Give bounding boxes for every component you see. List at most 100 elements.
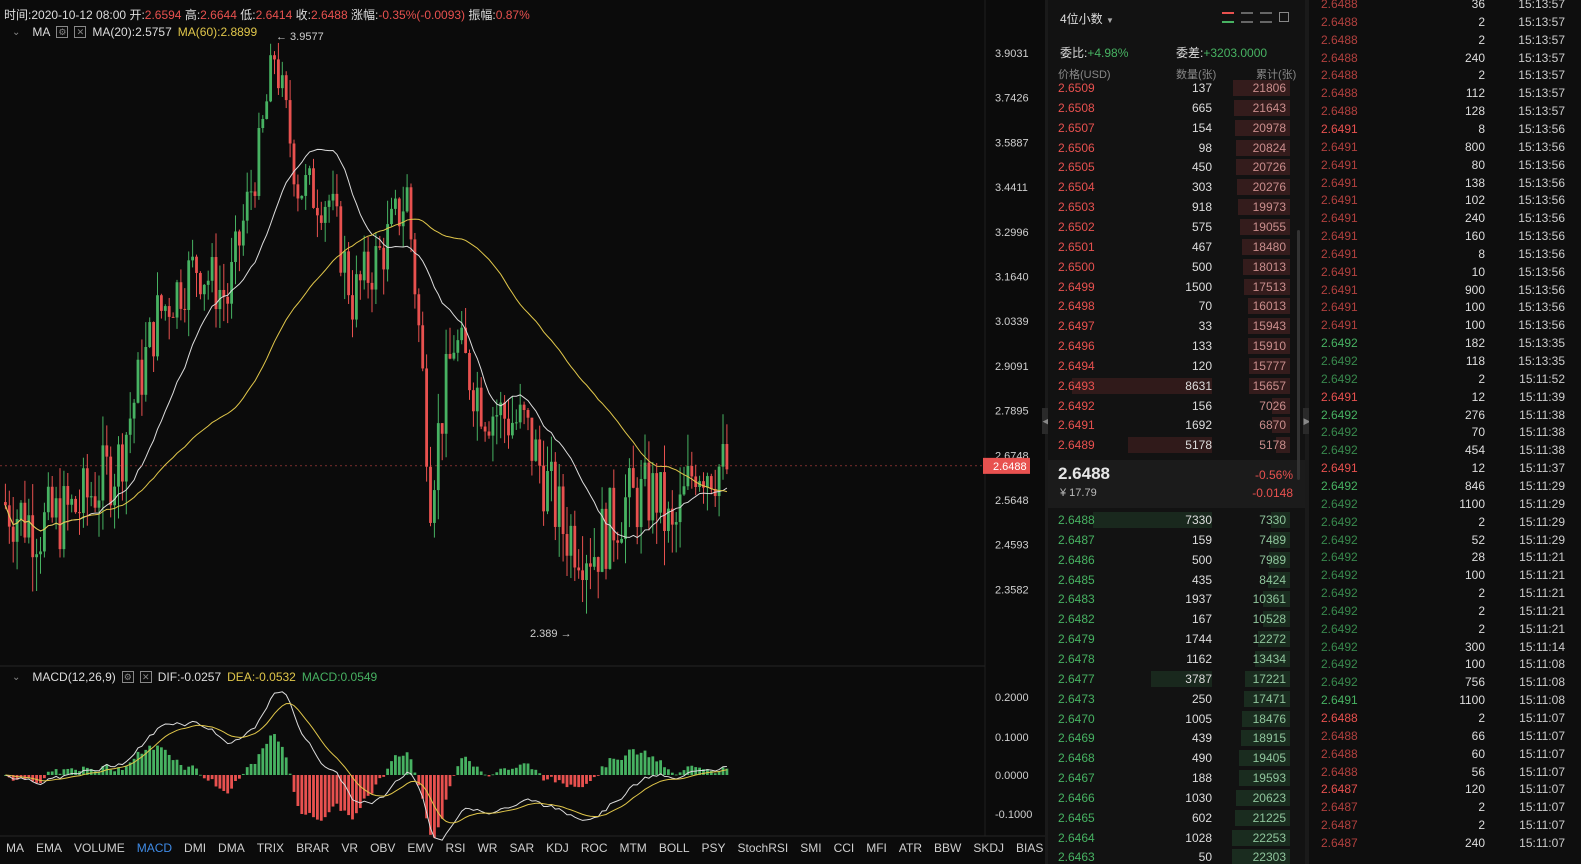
ask-row[interactable]: 2.6494 120 15777 <box>1048 356 1298 376</box>
bid-row[interactable]: 2.6477 3787 17221 <box>1048 669 1298 689</box>
ask-row[interactable]: 2.6508 665 21643 <box>1048 98 1298 118</box>
tab-smi[interactable]: SMI <box>800 841 822 855</box>
book-cumulative: 19593 <box>1252 771 1286 786</box>
ask-row[interactable]: 2.6491 1692 6870 <box>1048 415 1298 435</box>
chart-panel[interactable]: 3.9031 3.7426 3.5887 3.4411 3.2996 3.1640 3.03… <box>0 0 1045 864</box>
bid-row[interactable]: 2.6487 159 7489 <box>1048 530 1298 550</box>
tab-cci[interactable]: CCI <box>833 841 855 855</box>
tab-kdj[interactable]: KDJ <box>546 841 569 855</box>
bid-row[interactable]: 2.6483 1937 10361 <box>1048 589 1298 609</box>
tab-skdj[interactable]: SKDJ <box>973 841 1005 855</box>
decimal-select[interactable]: 4位小数 ▼ <box>1060 12 1114 26</box>
ask-row[interactable]: 2.6504 303 20276 <box>1048 177 1298 197</box>
book-price: 2.6499 <box>1058 279 1095 294</box>
tab-volume[interactable]: VOLUME <box>74 841 125 855</box>
macd-histogram-bar <box>273 734 276 775</box>
ask-row[interactable]: 2.6502 575 19055 <box>1048 217 1298 237</box>
candle-body <box>35 554 38 558</box>
bid-row[interactable]: 2.6479 1744 12272 <box>1048 629 1298 649</box>
macd-settings-icon[interactable]: ⚙ <box>121 671 134 683</box>
panel-divider[interactable]: ▶ <box>1303 0 1311 864</box>
candlestick-chart[interactable]: 3.9031 3.7426 3.5887 3.4411 3.2996 3.1640 3.03… <box>0 0 1045 864</box>
book-price: 2.6503 <box>1058 200 1095 215</box>
macd-close-icon[interactable]: ✕ <box>139 671 152 683</box>
ma-settings-icon[interactable]: ⚙ <box>56 26 69 38</box>
candle-body <box>495 415 499 417</box>
bid-row[interactable]: 2.6464 1028 22253 <box>1048 828 1298 848</box>
tab-wr[interactable]: WR <box>477 841 498 855</box>
tab-bbw[interactable]: BBW <box>934 841 962 855</box>
book-scrollbar[interactable] <box>1297 230 1300 480</box>
tab-boll[interactable]: BOLL <box>658 841 690 855</box>
macd-histogram-bar <box>27 775 31 778</box>
tab-dma[interactable]: DMA <box>218 841 245 855</box>
tab-mtm[interactable]: MTM <box>619 841 647 855</box>
trade-row: 2.6491 100 15:13:56 <box>1309 298 1581 316</box>
tab-sar[interactable]: SAR <box>509 841 535 855</box>
book-view-bids-icon[interactable] <box>1260 12 1272 23</box>
ask-row[interactable]: 2.6503 918 19973 <box>1048 197 1298 217</box>
book-qty: 602 <box>1191 810 1212 825</box>
ask-row[interactable]: 2.6505 450 20726 <box>1048 157 1298 177</box>
tab-trix[interactable]: TRIX <box>256 841 285 855</box>
bid-row[interactable]: 2.6469 439 18915 <box>1048 728 1298 748</box>
tab-emv[interactable]: EMV <box>407 841 434 855</box>
book-view-both-icon[interactable] <box>1222 12 1234 23</box>
bid-row[interactable]: 2.6470 1005 18476 <box>1048 709 1298 729</box>
book-price: 2.6500 <box>1058 259 1095 274</box>
bid-row[interactable]: 2.6466 1030 20623 <box>1048 788 1298 808</box>
candle-body <box>382 247 386 270</box>
bid-row[interactable]: 2.6465 602 21225 <box>1048 808 1298 828</box>
tab-brar[interactable]: BRAR <box>296 841 330 855</box>
ask-row[interactable]: 2.6500 500 18013 <box>1048 257 1298 277</box>
tab-ema[interactable]: EMA <box>36 841 63 855</box>
macd-histogram-bar <box>682 770 686 775</box>
tab-bias[interactable]: BIAS <box>1016 841 1044 855</box>
candle-body <box>355 274 358 320</box>
trade-row: 2.6492 2 15:11:21 <box>1309 584 1581 602</box>
ask-row[interactable]: 2.6509 137 21806 <box>1048 78 1298 98</box>
collapse-chevron-icon[interactable]: ⌄ <box>12 671 21 683</box>
ask-row[interactable]: 2.6497 33 15943 <box>1048 316 1298 336</box>
ask-row[interactable]: 2.6489 5178 5178 <box>1048 435 1298 455</box>
book-cumulative: 10528 <box>1252 612 1286 627</box>
tab-atr[interactable]: ATR <box>898 841 923 855</box>
candle-body <box>475 387 479 412</box>
bid-row[interactable]: 2.6482 167 10528 <box>1048 609 1298 629</box>
tab-psy[interactable]: PSY <box>701 841 726 855</box>
tab-macd[interactable]: MACD <box>136 841 173 855</box>
ask-row[interactable]: 2.6499 1500 17513 <box>1048 277 1298 297</box>
ask-row[interactable]: 2.6493 8631 15657 <box>1048 376 1298 396</box>
collapse-chevron-icon[interactable]: ⌄ <box>12 26 21 38</box>
ask-row[interactable]: 2.6506 98 20824 <box>1048 138 1298 158</box>
tab-obv[interactable]: OBV <box>370 841 396 855</box>
bid-row[interactable]: 2.6488 7330 7330 <box>1048 510 1298 530</box>
ask-row[interactable]: 2.6496 133 15910 <box>1048 336 1298 356</box>
bid-row[interactable]: 2.6485 435 8424 <box>1048 570 1298 590</box>
bid-row[interactable]: 2.6478 1162 13434 <box>1048 649 1298 669</box>
tab-mfi[interactable]: MFI <box>866 841 887 855</box>
tab-dmi[interactable]: DMI <box>184 841 207 855</box>
tab-rsi[interactable]: RSI <box>445 841 466 855</box>
trade-time: 15:11:08 <box>1519 693 1565 708</box>
candle-body <box>620 538 623 543</box>
tab-vr[interactable]: VR <box>341 841 359 855</box>
tab-roc[interactable]: ROC <box>580 841 608 855</box>
bid-row[interactable]: 2.6463 50 22303 <box>1048 847 1298 864</box>
ma-close-icon[interactable]: ✕ <box>74 26 87 38</box>
tab-ma[interactable]: MA <box>6 841 24 855</box>
collapse-right-arrow-icon[interactable]: ▶ <box>1303 408 1311 434</box>
ask-row[interactable]: 2.6498 70 16013 <box>1048 296 1298 316</box>
bid-row[interactable]: 2.6473 250 17471 <box>1048 689 1298 709</box>
collapse-left-arrow-icon[interactable]: ◀ <box>1042 408 1050 434</box>
ask-row[interactable]: 2.6501 467 18480 <box>1048 237 1298 257</box>
book-view-asks-icon[interactable] <box>1241 12 1253 23</box>
ask-row[interactable]: 2.6507 154 20978 <box>1048 118 1298 138</box>
bid-row[interactable]: 2.6467 188 19593 <box>1048 768 1298 788</box>
bid-row[interactable]: 2.6468 490 19405 <box>1048 748 1298 768</box>
bid-row[interactable]: 2.6486 500 7989 <box>1048 550 1298 570</box>
expand-icon[interactable] <box>1279 12 1289 22</box>
ask-row[interactable]: 2.6492 156 7026 <box>1048 396 1298 416</box>
panel-divider[interactable]: ◀ <box>1042 0 1050 864</box>
tab-stochrsi[interactable]: StochRSI <box>737 841 789 855</box>
